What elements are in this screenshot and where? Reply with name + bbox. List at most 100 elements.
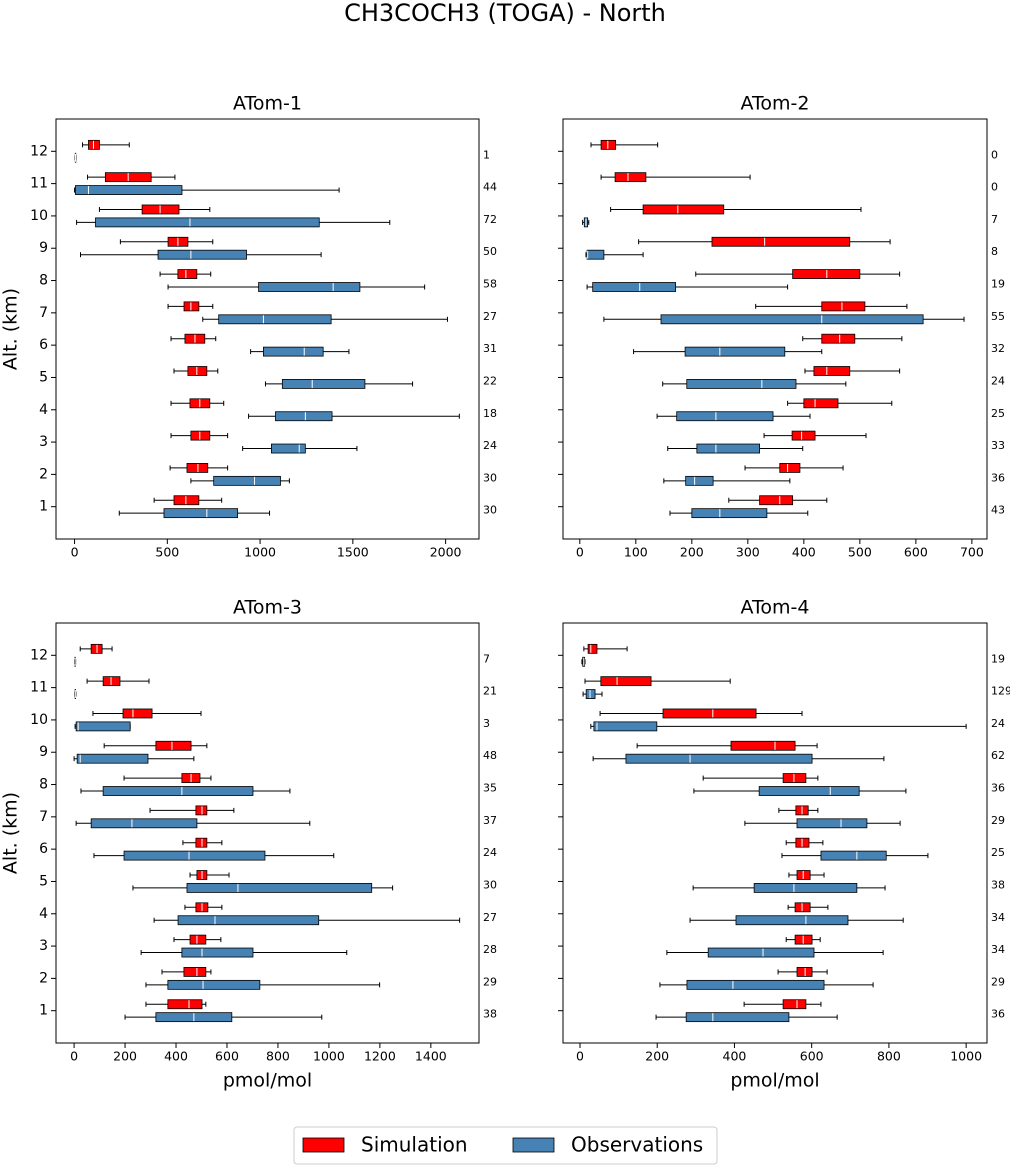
box [258, 282, 361, 292]
y-tick-label: 5 [39, 873, 48, 889]
box [75, 721, 131, 732]
y-tick-label: 11 [30, 680, 48, 696]
box [686, 979, 825, 990]
box [186, 463, 209, 473]
box [813, 366, 851, 376]
box [189, 934, 207, 945]
box [173, 495, 200, 506]
x-tick-label: 1000 [244, 545, 276, 560]
count-label: 29 [991, 814, 1005, 827]
y-tick-label: 7 [39, 809, 48, 825]
x-tick-label: 200 [113, 1049, 137, 1064]
count-label: 36 [991, 1008, 1005, 1021]
count-label: 30 [483, 471, 497, 484]
box [186, 883, 373, 893]
y-tick-label: 5 [39, 369, 48, 385]
x-tick-label: 1500 [337, 545, 369, 560]
plot-area [562, 118, 988, 540]
box [696, 443, 760, 454]
box [821, 333, 856, 344]
box [75, 185, 183, 195]
subplot-title: ATom-1 [233, 93, 302, 115]
y-tick-label: 2 [39, 466, 48, 482]
plot-area [55, 118, 480, 540]
x-tick-label: 400 [164, 1049, 188, 1064]
box [707, 947, 815, 958]
box [183, 967, 207, 977]
box [625, 753, 813, 764]
subplot-title: ATom-4 [741, 597, 810, 619]
box [195, 805, 208, 816]
box [614, 172, 647, 183]
box [782, 999, 807, 1010]
box [123, 850, 266, 861]
count-label: 21 [483, 685, 497, 698]
count-label: 55 [991, 310, 1005, 323]
x-tick-label: 0 [576, 1049, 584, 1064]
count-label: 30 [483, 878, 497, 891]
y-tick-label: 9 [39, 744, 48, 760]
box [792, 269, 861, 279]
x-tick-label: 800 [877, 1049, 901, 1064]
box [782, 773, 807, 783]
count-label: 29 [483, 975, 497, 988]
box [270, 443, 306, 454]
box [167, 999, 203, 1010]
count-label: 24 [483, 846, 497, 859]
y-tick-label: 12 [30, 143, 48, 159]
y-tick-label: 3 [39, 938, 48, 954]
count-label: 30 [483, 504, 497, 517]
box [177, 269, 198, 279]
box [759, 495, 794, 506]
count-label: 7 [483, 652, 490, 665]
box [730, 740, 796, 751]
count-label: 34 [991, 911, 1005, 924]
x-tick-label: 500 [848, 545, 872, 560]
y-tick-label: 3 [39, 434, 48, 450]
x-tick-label: 1000 [313, 1049, 345, 1064]
box [102, 676, 121, 687]
count-label: 19 [991, 278, 1005, 291]
box [593, 721, 658, 732]
x-tick-label: 2000 [430, 545, 462, 560]
box [642, 204, 725, 215]
legend-label: Observations [571, 1133, 703, 1157]
x-tick-label: 700 [960, 545, 984, 560]
count-label: 36 [991, 782, 1005, 795]
count-label: 33 [991, 439, 1005, 452]
count-label: 34 [991, 943, 1005, 956]
box [281, 379, 366, 389]
count-label: 0 [991, 181, 998, 194]
count-label: 48 [483, 749, 497, 762]
box [735, 915, 849, 926]
x-tick-label: 0 [70, 1049, 78, 1064]
count-label: 62 [991, 749, 1005, 762]
box [190, 430, 211, 441]
count-label: 22 [483, 374, 497, 387]
box [803, 398, 839, 409]
box [181, 947, 254, 958]
count-label: 35 [483, 782, 497, 795]
count-label: 24 [991, 717, 1005, 730]
box [167, 979, 261, 990]
y-tick-label: 4 [39, 402, 48, 418]
count-label: 24 [991, 374, 1005, 387]
count-label: 129 [991, 685, 1010, 698]
box [796, 967, 813, 977]
subplot-title: ATom-3 [233, 597, 302, 619]
y-tick-label: 2 [39, 970, 48, 986]
box [691, 508, 768, 519]
count-label: 25 [991, 407, 1005, 420]
box [195, 837, 208, 848]
y-tick-label: 8 [39, 777, 48, 793]
x-tick-label: 600 [215, 1049, 239, 1064]
box [676, 411, 774, 422]
legend-box [293, 1126, 718, 1165]
box [711, 236, 851, 247]
box [275, 411, 333, 422]
box [592, 282, 676, 292]
x-tick-label: 1400 [415, 1049, 447, 1064]
count-label: 38 [991, 878, 1005, 891]
count-label: 7 [991, 213, 998, 226]
